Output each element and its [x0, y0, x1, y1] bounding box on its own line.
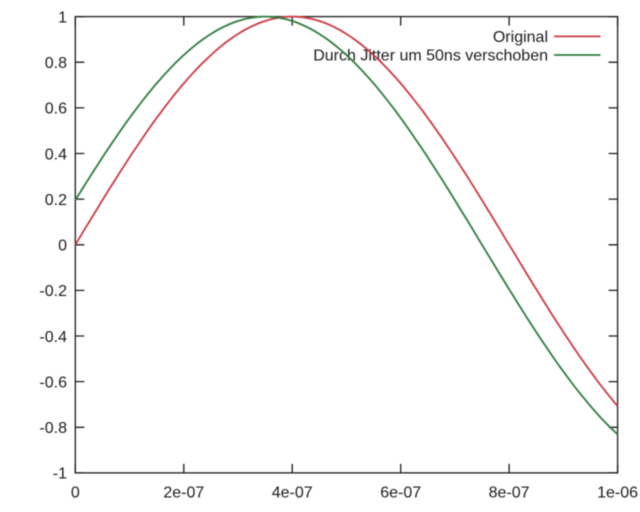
svg-text:-0.8: -0.8	[39, 420, 67, 437]
svg-text:4e-07: 4e-07	[272, 485, 313, 502]
svg-text:-0.2: -0.2	[39, 283, 67, 300]
svg-text:1: 1	[58, 9, 67, 26]
svg-text:0: 0	[58, 238, 67, 255]
svg-text:1e-06: 1e-06	[597, 485, 638, 502]
svg-text:0.2: 0.2	[45, 192, 67, 209]
svg-text:6e-07: 6e-07	[380, 485, 421, 502]
svg-text:0.6: 0.6	[45, 101, 67, 118]
svg-text:-1: -1	[53, 466, 67, 483]
svg-text:-0.4: -0.4	[39, 329, 67, 346]
svg-text:8e-07: 8e-07	[489, 485, 530, 502]
svg-text:0.4: 0.4	[45, 146, 67, 163]
svg-text:0.8: 0.8	[45, 55, 67, 72]
svg-text:2e-07: 2e-07	[163, 485, 204, 502]
svg-text:Original: Original	[493, 29, 548, 46]
svg-text:Durch Jitter um 50ns verschobe: Durch Jitter um 50ns verschoben	[313, 48, 548, 65]
svg-text:-0.6: -0.6	[39, 374, 67, 391]
svg-text:0: 0	[71, 485, 80, 502]
